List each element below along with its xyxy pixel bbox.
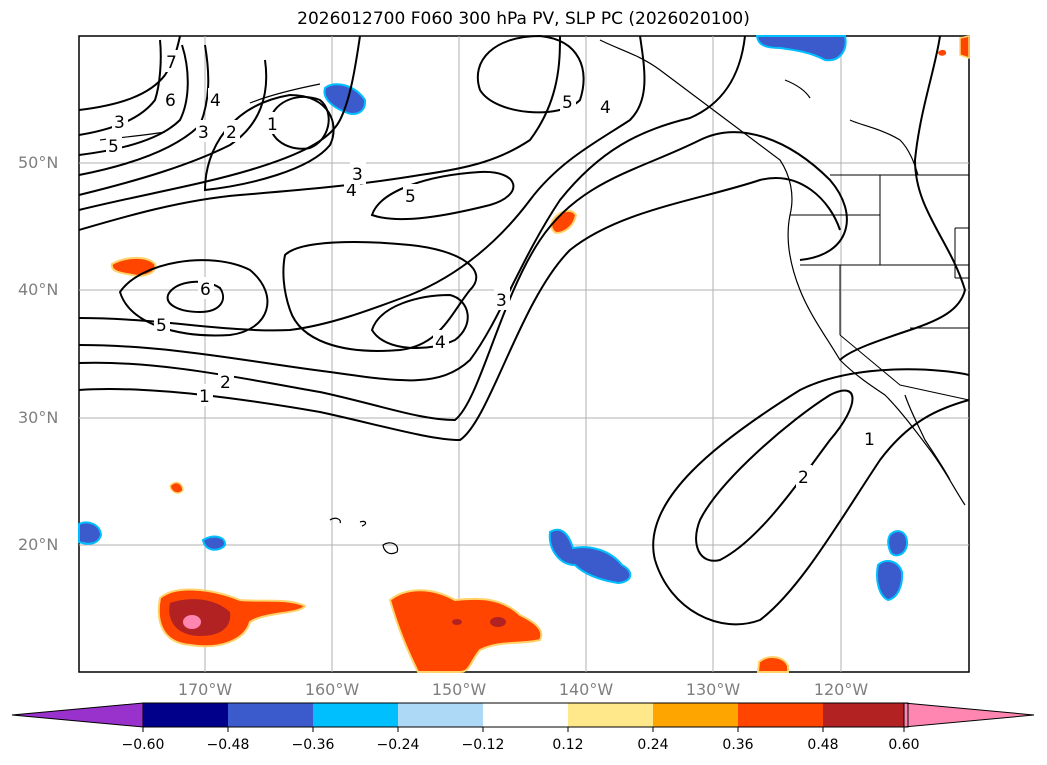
- contour-label: 3: [198, 123, 209, 143]
- colorbar-tick-label: −0.60: [121, 737, 165, 753]
- lat-label: 30°N: [18, 408, 59, 427]
- map-title: 2026012700 F060 300 hPa PV, SLP PC (2026…: [297, 9, 750, 29]
- pv-anomaly-fills: [78, 35, 970, 673]
- contour-label: 2: [226, 123, 237, 143]
- contour-label: 6: [200, 280, 211, 300]
- lat-label: 50°N: [18, 153, 59, 172]
- contour-label: 5: [562, 93, 573, 113]
- contour-label: 5: [108, 137, 119, 157]
- lat-label: 20°N: [18, 535, 59, 554]
- lon-label: 130°W: [685, 680, 741, 699]
- contour-label: 5: [405, 187, 416, 207]
- contour-label: 4: [600, 98, 611, 118]
- colorbar-tick-label: 0.12: [552, 737, 584, 753]
- contour-label: 4: [435, 333, 446, 353]
- colorbar-tick-label: 0.48: [807, 737, 839, 753]
- contour-label: 6: [165, 91, 176, 111]
- lon-label: 120°W: [813, 680, 869, 699]
- lon-label: 160°W: [304, 680, 360, 699]
- contour-label: 1: [199, 387, 210, 407]
- contour-label: 5: [156, 316, 167, 336]
- contour-label: 4: [210, 91, 221, 111]
- contour-label: 2: [798, 468, 809, 488]
- colorbar-tick-label: −0.12: [461, 737, 505, 753]
- contour-label: 3: [352, 165, 363, 185]
- colorbar-tick-label: −0.48: [206, 737, 250, 753]
- colorbar-tick-label: −0.24: [376, 737, 420, 753]
- gridlines: [79, 36, 969, 672]
- slp-contours: [78, 34, 970, 626]
- political-borders: [790, 174, 970, 401]
- colorbar-tick-label: 0.60: [888, 737, 920, 753]
- colorbar: [11, 702, 1035, 732]
- colorbar-tick-label: 0.36: [722, 737, 754, 753]
- colorbar-tick-label: −0.36: [291, 737, 335, 753]
- lon-label: 170°W: [177, 680, 233, 699]
- contour-label: 1: [864, 430, 875, 450]
- plot-frame: [78, 35, 970, 673]
- colorbar-tick-label: 0.24: [637, 737, 669, 753]
- contour-label: 3: [114, 113, 125, 133]
- contour-label: 2: [220, 373, 231, 393]
- lat-label: 40°N: [18, 280, 59, 299]
- contour-label: 3: [496, 291, 507, 311]
- contour-label: 1: [267, 115, 278, 135]
- contour-label: 4: [346, 181, 357, 201]
- lon-label: 140°W: [558, 680, 614, 699]
- contour-label: 7: [166, 53, 177, 73]
- lon-label: 150°W: [431, 680, 487, 699]
- contour-labels: 7 6 4 3 2 1 5 4 3 5 4 5 6 5 3 4 2 1 2: [106, 50, 878, 488]
